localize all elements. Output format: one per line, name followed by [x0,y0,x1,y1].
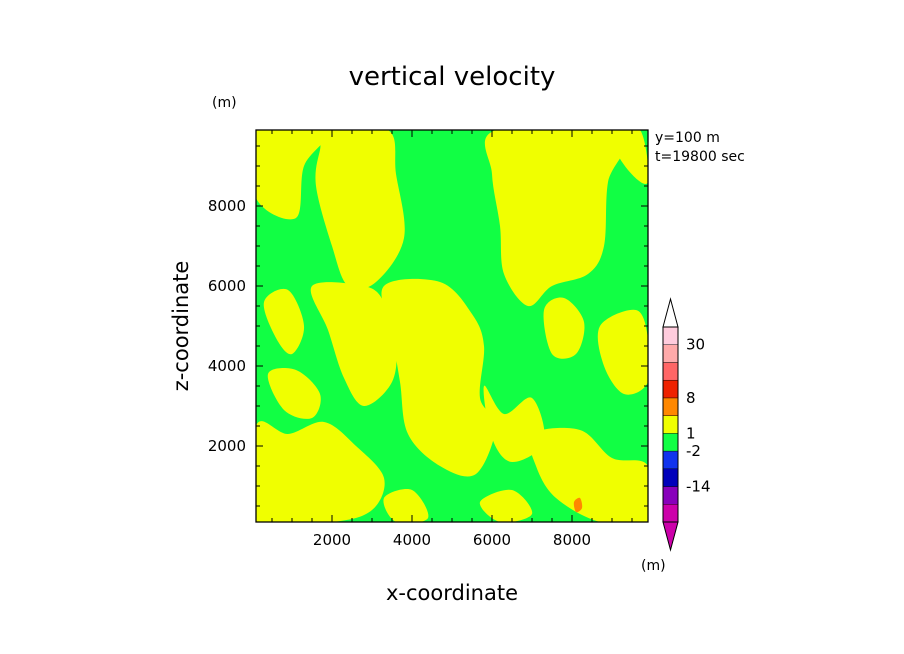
velocity-field [256,130,648,522]
colorbar-bin [662,362,679,381]
axis-tick-labels: 2000 4000 6000 8000 2000 4000 6000 8000 [208,197,591,549]
contour-region [573,497,583,513]
annotation-y-position: y=100 m [655,130,720,146]
x-tick-label: 6000 [473,531,511,549]
y-tick-label: 8000 [208,197,246,215]
contour-region [267,368,321,419]
x-tick-label: 4000 [393,531,431,549]
colorbar-frame [662,326,679,523]
colorbar-bin [662,344,679,363]
colorbar-label: 8 [686,389,696,407]
colorbar [662,297,679,552]
y-tick-label: 4000 [208,357,246,375]
contour-region [597,309,648,395]
contour-region [611,130,648,184]
chart-title: vertical velocity [349,62,556,92]
y-unit-label: (m) [212,95,237,111]
colorbar-low-extend [662,521,679,552]
annotation-time: t=19800 sec [655,149,745,165]
colorbar-bin [662,486,679,505]
contour-region [256,130,330,220]
contour-region [479,489,533,522]
colorbar-labels: 30 8 1-2 -14 [686,336,711,496]
colorbar-bin [662,326,679,345]
colorbar-bin [662,379,679,399]
y-tick-label: 2000 [208,437,246,455]
colorbar-high-extend [662,297,679,328]
contour-region [381,278,497,477]
colorbar-bin [662,415,679,434]
colorbar-bin [662,397,679,416]
colorbar-bin [662,450,679,470]
contour-region [310,282,397,407]
x-axis-label: x-coordinate [386,581,518,605]
contour-region [315,130,405,290]
contour-region [543,297,585,359]
contour-region [263,288,305,355]
contour-region [528,427,648,522]
colorbar-label: 30 [686,336,705,354]
contour-region [256,421,385,522]
axis-ticks [256,130,648,522]
y-tick-label: 6000 [208,277,246,295]
colorbar-label: 1 [686,424,696,442]
colorbar-bin [662,468,679,487]
contour-region [383,489,429,522]
x-tick-label: 8000 [553,531,591,549]
colorbar-label: -14 [686,478,711,496]
colorbar-bin [662,504,679,523]
y-axis-label: z-coordinate [169,261,193,392]
contour-region [485,130,630,307]
x-unit-label: (m) [641,558,666,574]
colorbar-bin [662,433,679,452]
colorbar-label: -2 [686,442,701,460]
x-tick-label: 2000 [313,531,351,549]
